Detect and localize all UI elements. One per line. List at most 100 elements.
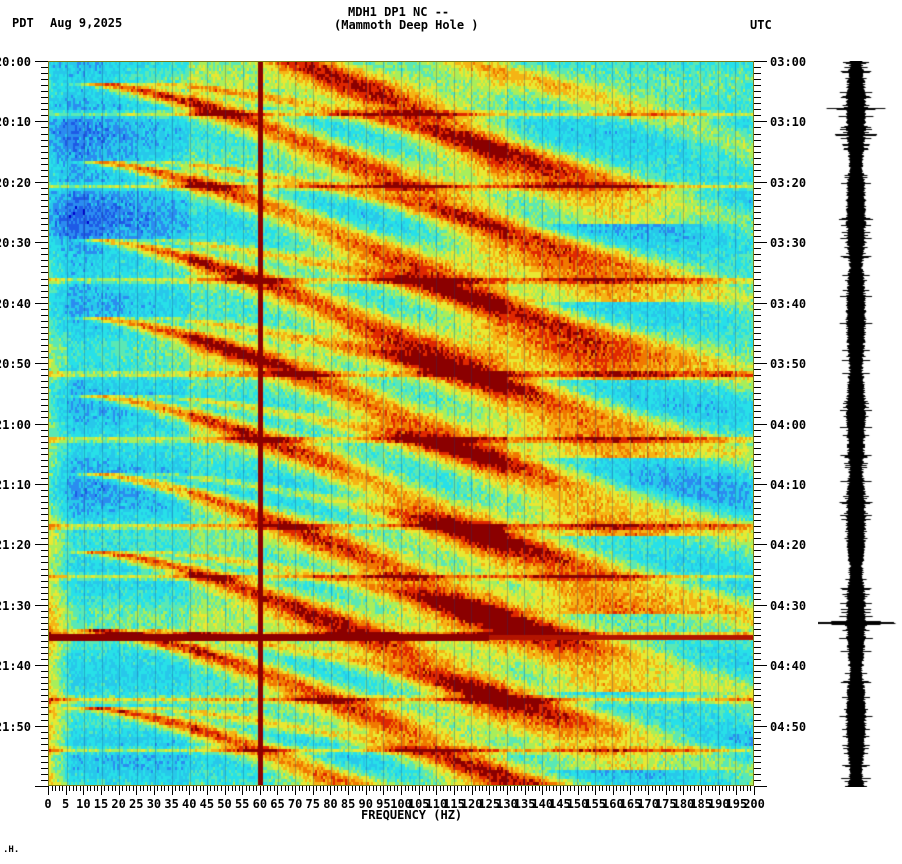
time-tick-major-local <box>35 181 48 183</box>
freq-tick-minor <box>415 786 417 791</box>
time-tick-minor-utc <box>754 671 761 673</box>
freq-tick-major <box>65 786 67 795</box>
freq-tick-minor <box>598 786 600 791</box>
freq-tick-minor <box>658 786 660 791</box>
freq-tick-minor <box>185 786 187 791</box>
spectrogram-plot[interactable] <box>48 61 754 786</box>
freq-tick-minor <box>217 786 219 791</box>
freq-tick-major <box>453 786 455 795</box>
freq-tick-major <box>383 786 385 795</box>
freq-label: 25 <box>129 797 144 811</box>
time-tick-minor-utc <box>754 387 761 389</box>
time-label-local: 20:50 <box>0 357 31 372</box>
time-tick-minor-utc <box>754 284 761 286</box>
freq-label: 100 <box>390 797 412 811</box>
freq-label: 130 <box>496 797 518 811</box>
freq-tick-minor <box>637 786 639 791</box>
freq-tick-minor <box>570 786 572 791</box>
time-tick-minor-utc <box>754 689 761 691</box>
time-tick-minor-utc <box>754 338 761 340</box>
time-tick-major-local <box>35 242 48 244</box>
time-tick-minor-utc <box>754 187 761 189</box>
freq-tick-minor <box>616 786 618 791</box>
freq-tick-minor <box>535 786 537 791</box>
time-tick-minor-local <box>41 622 48 624</box>
time-tick-minor-local <box>41 683 48 685</box>
freq-label: 110 <box>425 797 448 811</box>
freq-tick-minor <box>655 786 657 791</box>
freq-tick-major <box>365 786 367 795</box>
freq-tick-major <box>348 786 350 795</box>
time-tick-minor-utc <box>754 260 761 262</box>
freq-tick-minor <box>263 786 265 791</box>
time-axis-utc: 03:00 03:10 03:20 03:30 03:40 03:50 04:00 04:10… <box>754 55 814 788</box>
time-tick-minor-utc <box>754 641 761 642</box>
time-tick-minor-utc <box>754 139 761 141</box>
time-tick-minor-utc <box>754 556 761 558</box>
freq-tick-minor <box>168 786 170 791</box>
time-tick-minor-local <box>41 115 48 117</box>
freq-tick-major <box>665 786 667 795</box>
freq-label: 85 <box>340 797 356 811</box>
freq-tick-minor <box>528 786 530 791</box>
freq-tick-minor <box>288 786 290 791</box>
page-title: MDH1 DP1 NC -- <box>348 5 450 19</box>
time-tick-minor-local <box>41 755 48 757</box>
time-tick-minor-local <box>41 79 48 81</box>
freq-label: 30 <box>146 797 162 811</box>
time-label-local: 21:50 <box>0 719 31 734</box>
freq-tick-major <box>701 786 703 795</box>
freq-label: 0 <box>44 797 52 811</box>
freq-tick-major <box>48 786 49 795</box>
time-tick-minor-utc <box>754 526 761 528</box>
time-tick-minor-utc <box>754 67 761 69</box>
freq-tick-minor <box>591 786 593 791</box>
freq-tick-minor <box>513 786 515 791</box>
time-tick-minor-local <box>41 538 48 540</box>
freq-tick-minor <box>369 786 371 791</box>
freq-tick-minor <box>443 786 445 791</box>
time-tick-minor-utc <box>754 145 761 147</box>
time-tick-minor-local <box>41 157 48 159</box>
time-tick-minor-local <box>41 568 48 570</box>
time-tick-minor-local <box>41 767 48 769</box>
freq-tick-minor <box>475 786 477 791</box>
time-tick-minor-utc <box>754 320 761 322</box>
time-tick-minor-utc <box>754 532 761 534</box>
freq-tick-minor <box>609 786 611 791</box>
time-tick-minor-utc <box>754 109 761 111</box>
freq-tick-minor <box>708 786 710 791</box>
timezone-label-left: PDT <box>12 16 34 30</box>
time-tick-minor-local <box>41 163 48 165</box>
time-label-utc: 04:00 <box>770 417 807 432</box>
time-tick-minor-utc <box>754 489 761 491</box>
time-tick-minor-utc <box>754 520 761 522</box>
time-tick-major-utc <box>754 725 767 727</box>
freq-tick-minor <box>316 786 318 791</box>
time-tick-minor-local <box>41 526 48 528</box>
freq-tick-minor <box>439 786 441 791</box>
time-tick-minor-local <box>41 508 48 510</box>
freq-tick-major <box>206 786 208 795</box>
time-tick-minor-utc <box>754 375 761 377</box>
freq-tick-minor <box>51 786 53 791</box>
freq-tick-minor <box>333 786 335 791</box>
time-label-utc: 03:40 <box>770 296 807 311</box>
time-tick-minor-utc <box>754 278 761 280</box>
freq-tick-minor <box>581 786 583 791</box>
time-tick-minor-utc <box>754 230 761 232</box>
time-tick-minor-local <box>41 731 48 733</box>
freq-tick-minor <box>139 786 141 791</box>
time-tick-minor-utc <box>754 737 761 739</box>
freq-tick-minor <box>619 786 621 791</box>
time-label-local: 21:40 <box>0 659 31 674</box>
freq-tick-minor <box>298 786 300 791</box>
time-tick-minor-local <box>41 435 48 437</box>
time-tick-minor-local <box>41 254 48 256</box>
freq-tick-minor <box>291 786 293 791</box>
time-tick-minor-utc <box>754 193 761 195</box>
time-tick-minor-local <box>41 761 48 763</box>
freq-tick-major <box>506 786 508 795</box>
freq-tick-major <box>401 786 402 795</box>
freq-tick-minor <box>750 786 752 791</box>
